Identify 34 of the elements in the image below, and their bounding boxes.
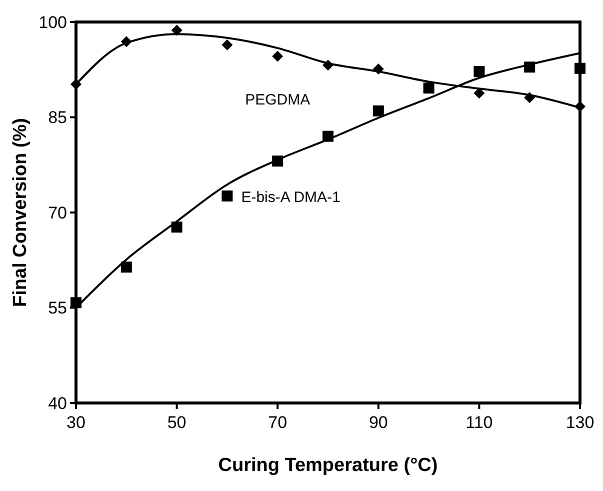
series-label: E-bis-A DMA-1 xyxy=(241,188,340,206)
point xyxy=(120,36,132,48)
point xyxy=(120,262,132,273)
y-axis-title: Final Conversion (%) xyxy=(10,118,31,307)
y-tick-label: 55 xyxy=(48,298,67,318)
point xyxy=(524,92,536,104)
y-tick-label: 70 xyxy=(48,203,67,222)
y-tick-label: 40 xyxy=(48,394,67,413)
series-label: PEGDMA xyxy=(245,91,310,108)
point xyxy=(222,190,233,202)
x-tick-label: 50 xyxy=(167,413,186,432)
point xyxy=(272,156,284,167)
point xyxy=(171,222,182,233)
x-tick-label: 130 xyxy=(566,413,594,432)
x-tick-label: 110 xyxy=(466,413,493,432)
point xyxy=(222,39,233,50)
y-tick-label: 100 xyxy=(38,12,67,32)
point xyxy=(423,82,434,94)
point xyxy=(322,130,334,142)
point xyxy=(372,105,384,116)
point xyxy=(524,62,536,73)
x-tick-label: 70 xyxy=(268,413,288,432)
y-tick-label: 85 xyxy=(48,108,67,128)
point xyxy=(474,88,485,99)
point xyxy=(272,50,284,62)
point xyxy=(574,62,586,74)
point xyxy=(372,63,384,74)
point xyxy=(474,66,485,78)
point xyxy=(70,78,82,90)
x-tick-label: 90 xyxy=(368,413,388,432)
x-tick-label: 30 xyxy=(66,413,86,432)
point xyxy=(322,60,334,71)
x-axis-title: Curing Temperature (°C) xyxy=(218,455,438,476)
point xyxy=(171,24,182,36)
